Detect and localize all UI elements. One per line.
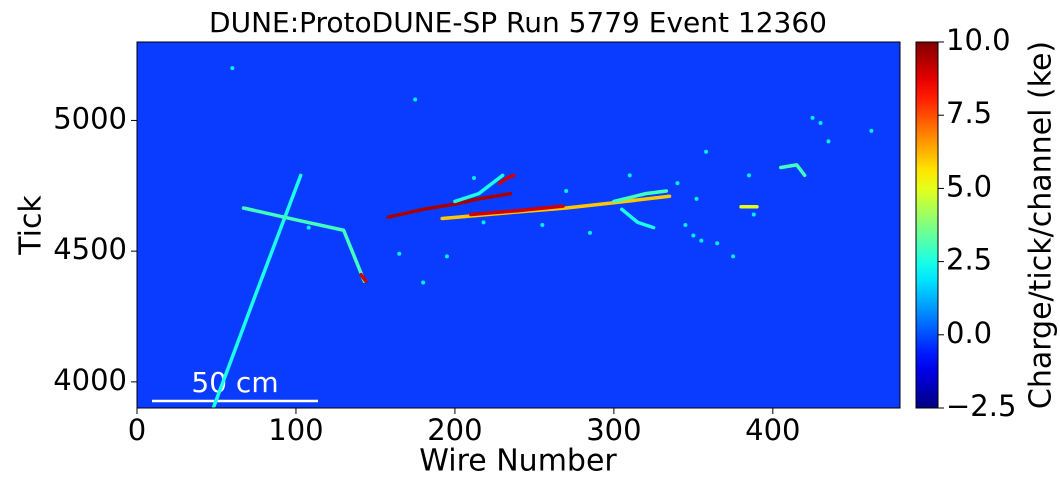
hit xyxy=(826,139,831,144)
hit xyxy=(675,181,680,186)
hit xyxy=(481,220,486,225)
x-tick-label: 400 xyxy=(745,413,800,447)
hit xyxy=(627,173,632,178)
y-axis-label: Tick xyxy=(14,195,49,256)
y-tick-label: 4500 xyxy=(53,232,127,266)
hit xyxy=(751,212,756,217)
plot-area xyxy=(137,42,900,408)
track xyxy=(241,206,367,283)
colorbar-tick-label: 0.0 xyxy=(946,316,992,350)
track xyxy=(211,173,303,408)
hit xyxy=(421,280,426,285)
plot-frame xyxy=(136,41,901,409)
hit xyxy=(413,97,418,102)
colorbar-tick-label: 5.0 xyxy=(946,169,992,203)
x-tick-label: 300 xyxy=(586,413,641,447)
chart-title: DUNE:ProtoDUNE-SP Run 5779 Event 12360 xyxy=(209,6,827,39)
hit xyxy=(306,225,311,230)
colorbar-tick-label: −2.5 xyxy=(946,389,1016,423)
colorbar-tick-label: 7.5 xyxy=(946,96,992,130)
hit xyxy=(715,241,720,246)
hit xyxy=(540,223,545,227)
track xyxy=(620,207,656,230)
hit xyxy=(588,230,593,235)
colorbar-tick-label: 2.5 xyxy=(946,243,992,277)
hit xyxy=(683,223,688,227)
hit xyxy=(746,173,751,178)
hit xyxy=(699,238,704,243)
x-axis-label: Wire Number xyxy=(419,444,617,477)
x-tick-label: 0 xyxy=(128,413,146,447)
colorbar xyxy=(915,41,939,409)
track xyxy=(612,189,669,204)
track xyxy=(453,173,505,204)
x-tick-label: 100 xyxy=(268,413,323,447)
hit xyxy=(810,115,815,120)
hit xyxy=(444,254,449,259)
hit xyxy=(694,196,699,201)
track xyxy=(469,204,565,217)
hit xyxy=(691,233,696,238)
y-tick-label: 4000 xyxy=(53,363,127,397)
hit xyxy=(704,149,709,154)
tracks xyxy=(211,66,874,408)
hit xyxy=(731,254,736,259)
colorbar-label: Charge/tick/channel (ke) xyxy=(1024,41,1059,409)
colorbar-tick-label: 10.0 xyxy=(946,23,1011,57)
track xyxy=(359,272,368,283)
hit xyxy=(471,175,476,180)
hit xyxy=(869,128,874,133)
scale-bar-label: 50 cm xyxy=(191,366,278,399)
track xyxy=(497,173,516,185)
x-tick-label: 200 xyxy=(427,413,482,447)
hit xyxy=(564,189,569,194)
hit xyxy=(230,66,235,71)
y-tick-label: 5000 xyxy=(53,101,127,135)
hit xyxy=(397,251,402,256)
hit xyxy=(818,121,823,126)
track xyxy=(779,163,807,178)
track xyxy=(386,191,513,219)
